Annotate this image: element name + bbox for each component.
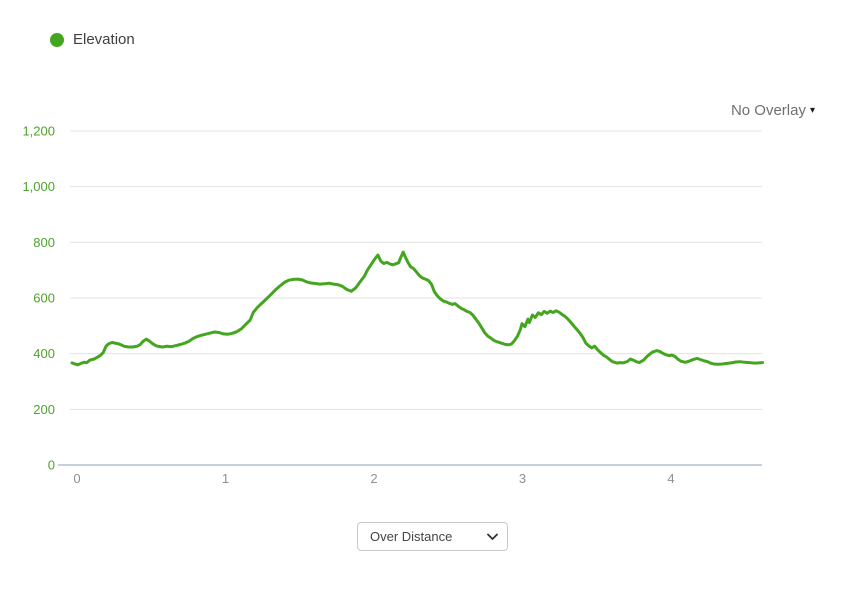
x-tick-label: 2 <box>370 471 377 486</box>
x-tick-label: 1 <box>222 471 229 486</box>
x-axis-labels: 0 1 2 3 4 <box>73 471 674 486</box>
x-axis-mode-select[interactable]: Over Distance <box>357 522 508 551</box>
y-tick-label: 1,000 <box>22 179 55 194</box>
overlay-dropdown-label: No Overlay <box>730 102 806 119</box>
elevation-series-dot-icon <box>50 32 64 47</box>
elevation-series-label: Elevation <box>73 31 135 48</box>
caret-down-icon: ▾ <box>809 105 815 116</box>
y-axis-labels: 0 200 400 600 800 1,000 1,200 <box>22 124 55 473</box>
elevation-line <box>70 250 764 367</box>
y-tick-label: 200 <box>33 402 55 417</box>
y-tick-label: 400 <box>33 346 55 361</box>
chart-legend: Elevation <box>50 31 135 48</box>
y-tick-label: 600 <box>33 291 55 306</box>
x-tick-label: 4 <box>667 471 674 486</box>
y-tick-label: 1,200 <box>22 124 55 139</box>
x-axis-mode-select-wrap: Over Distance <box>357 522 508 551</box>
x-tick-label: 3 <box>519 471 526 486</box>
y-tick-label: 800 <box>33 235 55 250</box>
x-tick-label: 0 <box>73 471 80 486</box>
gridlines <box>58 130 762 466</box>
y-tick-label: 0 <box>48 458 55 473</box>
overlay-dropdown[interactable]: No Overlay ▾ <box>731 102 815 119</box>
